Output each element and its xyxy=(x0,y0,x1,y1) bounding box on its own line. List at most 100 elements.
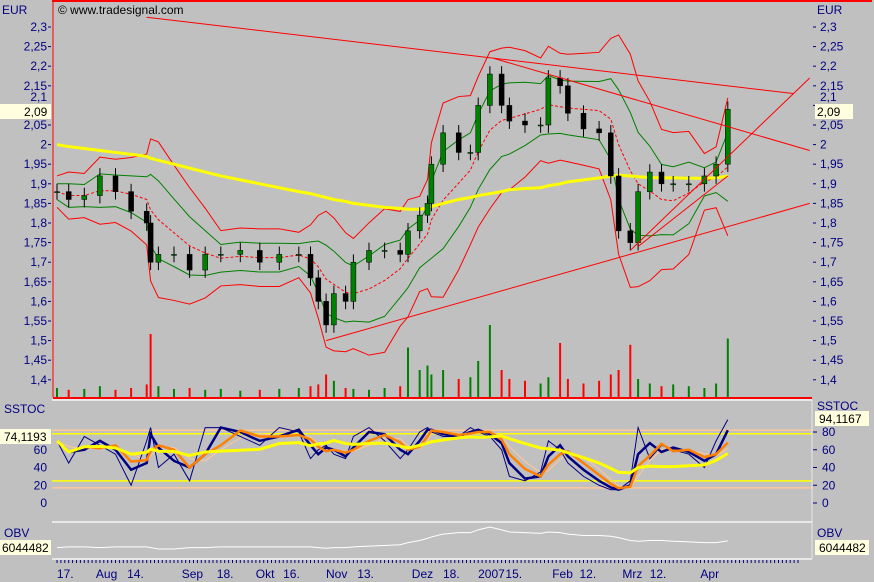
candle-body xyxy=(557,77,563,87)
candle-body xyxy=(350,261,357,302)
volume-bar xyxy=(383,388,386,397)
moving-average-line xyxy=(56,143,729,211)
price-tick-right: 1,55 xyxy=(820,314,844,328)
candle-body xyxy=(455,132,462,153)
candle-body xyxy=(545,77,552,126)
stoch-d-line xyxy=(56,429,729,490)
candle-body xyxy=(596,128,602,134)
candle-body xyxy=(381,250,388,252)
candle-body xyxy=(315,277,322,302)
price-tick-right: 1,6 xyxy=(820,294,837,308)
price-tick-left: 2,2 xyxy=(30,59,47,73)
volume-bar xyxy=(726,338,729,397)
price-tick-left: 2,15 xyxy=(24,79,48,93)
price-tick-left: 1,65 xyxy=(24,275,48,289)
price-panel xyxy=(54,16,811,397)
stoch-tick-left: 0 xyxy=(40,496,47,510)
candle-body xyxy=(237,250,244,255)
price-tick-right: 1,75 xyxy=(820,236,844,250)
volume-bar xyxy=(204,389,207,397)
volume-bar xyxy=(317,384,320,397)
candle-body xyxy=(186,254,193,271)
date-tick: Apr xyxy=(700,567,719,581)
candle-body xyxy=(537,124,544,127)
date-tick: 12. xyxy=(650,567,667,581)
volume-bar xyxy=(239,390,242,397)
volume-bar xyxy=(173,388,175,397)
candle-body xyxy=(487,73,493,106)
date-tick: Sep xyxy=(182,567,204,581)
candle-body xyxy=(65,191,72,200)
volume-bar xyxy=(426,365,429,397)
volume-bar xyxy=(524,380,526,397)
price-tick-left: 1,95 xyxy=(24,157,48,171)
price-tick-right: 2,15 xyxy=(820,79,844,93)
price-tick-left: 2,3 xyxy=(30,20,47,34)
stoch-signal-line xyxy=(55,434,729,475)
price-tick-left: 1,9 xyxy=(30,177,47,191)
volume-bar xyxy=(703,388,706,397)
candle-body xyxy=(296,254,302,256)
volume-bar xyxy=(566,379,569,397)
candle-body xyxy=(405,230,411,255)
volume-bar xyxy=(488,325,491,397)
volume-bar xyxy=(629,344,632,397)
candle-body xyxy=(658,171,665,185)
price-tick-left: 1,55 xyxy=(24,314,48,328)
candle-body xyxy=(202,254,208,271)
volume-bar xyxy=(500,370,503,397)
candle-body xyxy=(440,132,446,165)
stoch-k-line xyxy=(56,426,729,492)
candle-body xyxy=(670,183,676,186)
trendline xyxy=(146,16,795,95)
obv-value-right: 6044482 xyxy=(819,541,866,555)
price-tick-right: 2,3 xyxy=(820,20,837,34)
candle-body xyxy=(147,222,154,263)
candle-body xyxy=(635,191,641,243)
volume-bar xyxy=(648,383,651,397)
axes: 2,3 2,32,25 2,252,2 2,22,15 2,152,1 2,12,05 2,… xyxy=(24,0,872,581)
volume-bar xyxy=(98,386,101,397)
date-tick: 13. xyxy=(357,567,374,581)
date-tick: Feb xyxy=(552,567,573,581)
date-tick: 18. xyxy=(443,567,460,581)
obv-badge-right xyxy=(815,540,869,555)
volume-bar xyxy=(67,389,70,397)
volume-bar xyxy=(83,388,86,397)
date-tick: 15. xyxy=(505,567,522,581)
candle-body xyxy=(276,254,283,263)
volume-bar xyxy=(539,383,542,397)
volume-bar xyxy=(344,388,347,397)
date-tick: Okt xyxy=(256,567,275,581)
date-tick: 14. xyxy=(127,567,144,581)
price-tick-left: 1,5 xyxy=(30,334,47,348)
candle-body xyxy=(565,85,571,114)
volume-bar xyxy=(309,386,312,397)
date-tick: 2007 xyxy=(478,567,505,581)
stoch-tick-left: 20 xyxy=(34,478,48,492)
volume-bar xyxy=(130,388,133,397)
candle-body xyxy=(112,175,119,192)
price-tick-right: 1,4 xyxy=(820,373,837,387)
volume-bar xyxy=(617,370,620,397)
volume-bar xyxy=(332,380,335,397)
obv-value-left: 6044482 xyxy=(2,541,49,555)
candle-body xyxy=(54,191,60,193)
candle-body xyxy=(608,132,614,177)
stoch-label-left: SSTOC xyxy=(4,402,45,416)
candle-body xyxy=(498,73,505,106)
candle-body xyxy=(397,250,403,255)
bollinger-lower xyxy=(56,159,729,356)
price-tick-left: 2,1 xyxy=(30,90,47,104)
obv-label-right: OBV xyxy=(817,526,842,540)
price-tick-right: 1,5 xyxy=(820,334,837,348)
stoch-label-right: SSTOC xyxy=(817,399,858,413)
candle-body xyxy=(428,163,435,204)
candle-body xyxy=(522,120,528,126)
candle-body xyxy=(171,254,177,256)
volume-bar xyxy=(442,370,445,397)
volume-bar xyxy=(157,386,160,397)
price-tick-right: 2,05 xyxy=(820,118,844,132)
stoch-tick-right: 0 xyxy=(822,496,829,510)
